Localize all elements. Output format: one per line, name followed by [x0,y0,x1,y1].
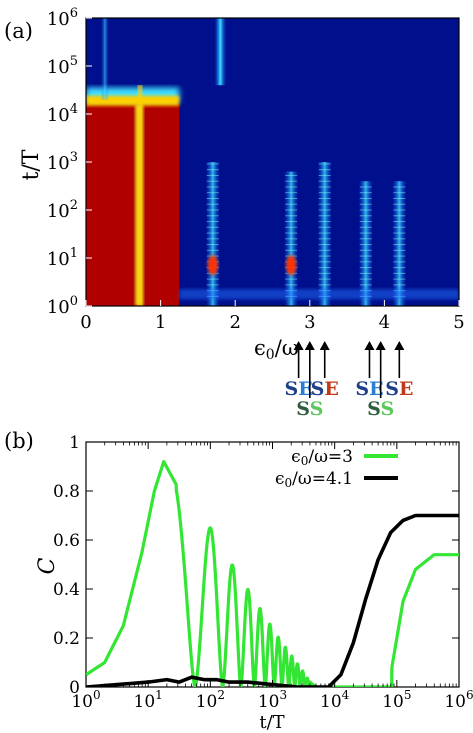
annotation-arrowhead-1 [304,341,315,350]
panel-b-label: (b) [4,429,34,453]
legend-label-eps41: ϵ0/ω=4.1 [275,469,353,490]
column-0.2-top [100,18,109,100]
line-axes: 100 101 102 103 104 105 106 0 0.2 0.4 0.6 0.8 1 [53,433,473,712]
heatmap-ytick-label: 105 [47,54,78,78]
bottom-glow [179,289,459,300]
line-ytick-label: 0.8 [53,482,80,502]
annotation-label-1: SS [296,398,323,420]
annotation-arrowhead-5 [394,341,405,350]
resonance-column-7 [392,181,407,306]
annotation-label-5: SE [385,378,413,400]
annotation-arrowhead-0 [293,341,304,350]
heatmap-xtick-label: 5 [453,312,464,333]
annotation-label-2: SE [311,378,339,400]
annotation-label-4: SS [367,398,394,420]
heatmap-xlabel: ϵ0/ω [254,336,299,363]
annotation-arrowhead-3 [364,341,375,350]
panel-a-label: (a) [4,19,33,43]
heatmap-ytick-label: 102 [47,198,78,222]
heatmap-ytick-label: 101 [47,246,78,270]
line-series [86,460,459,687]
column-1.75-top [214,18,227,86]
annotation-arrowhead-4 [375,341,386,350]
line-xtick-label: 106 [444,688,473,712]
annotation-arrowhead-2 [319,341,330,350]
heatmap-ytick-label: 103 [47,150,78,174]
heatmap-ytick-label: 100 [47,294,78,318]
line-xtick-label: 102 [196,688,225,712]
heatmap-xtick-label: 2 [229,312,240,333]
heatmap-axes: 0 1 2 3 4 5 100 101 102 103 104 105 106 [47,6,465,333]
line-xtick-label: 105 [382,688,411,712]
heatmap-ylabel: t/T [19,149,44,180]
saturated-region [86,104,180,306]
resonance-hotspot-2 [286,255,297,276]
heatmap-xtick-label: 3 [304,312,315,333]
line-xtick-label: 101 [134,688,163,712]
heatmap-xtick-label: 4 [379,312,390,333]
legend-label-eps3: ϵ0/ω=3 [291,447,353,468]
heatmap-features [86,18,459,306]
series-eps41-line [86,513,459,687]
line-ytick-label: 0 [69,678,80,698]
heatmap-ytick-label: 106 [47,6,78,30]
heatmap-xtick-label: 0 [80,312,91,333]
heatmap-xlabel-sub: 0 [266,347,275,363]
line-ylabel: C [35,557,60,574]
notch-0.7-core [137,85,143,306]
heatmap-panel: 0 1 2 3 4 5 100 101 102 103 104 105 106 [47,6,465,333]
saturated-edge-yellow [86,95,180,106]
resonance-hotspot-1 [207,255,218,276]
line-xlabel: t/T [259,712,284,733]
line-xtick-label: 104 [320,688,350,712]
line-ytick-label: 0.6 [53,531,80,551]
resonance-column-5 [358,181,373,306]
heatmap-xtick-label: 1 [155,312,166,333]
annotation-label-0: SE [285,378,313,400]
legend: ϵ0/ω=3 ϵ0/ω=4.1 [275,447,398,490]
line-ytick-label: 1 [69,433,80,453]
line-ytick-label: 0.4 [53,580,80,600]
heatmap-ytick-label: 104 [47,102,78,126]
series-eps3-line [86,460,459,687]
line-ytick-label: 0.2 [53,629,80,649]
heatmap-xlabel-eps: ϵ [254,336,266,360]
line-xtick-label: 103 [258,688,287,712]
line-panel: 100 101 102 103 104 105 106 0 0.2 0.4 0.6 0.8 1 [53,433,473,712]
annotation-label-3: SE [355,378,383,400]
line-xtick-label: 100 [71,688,100,712]
